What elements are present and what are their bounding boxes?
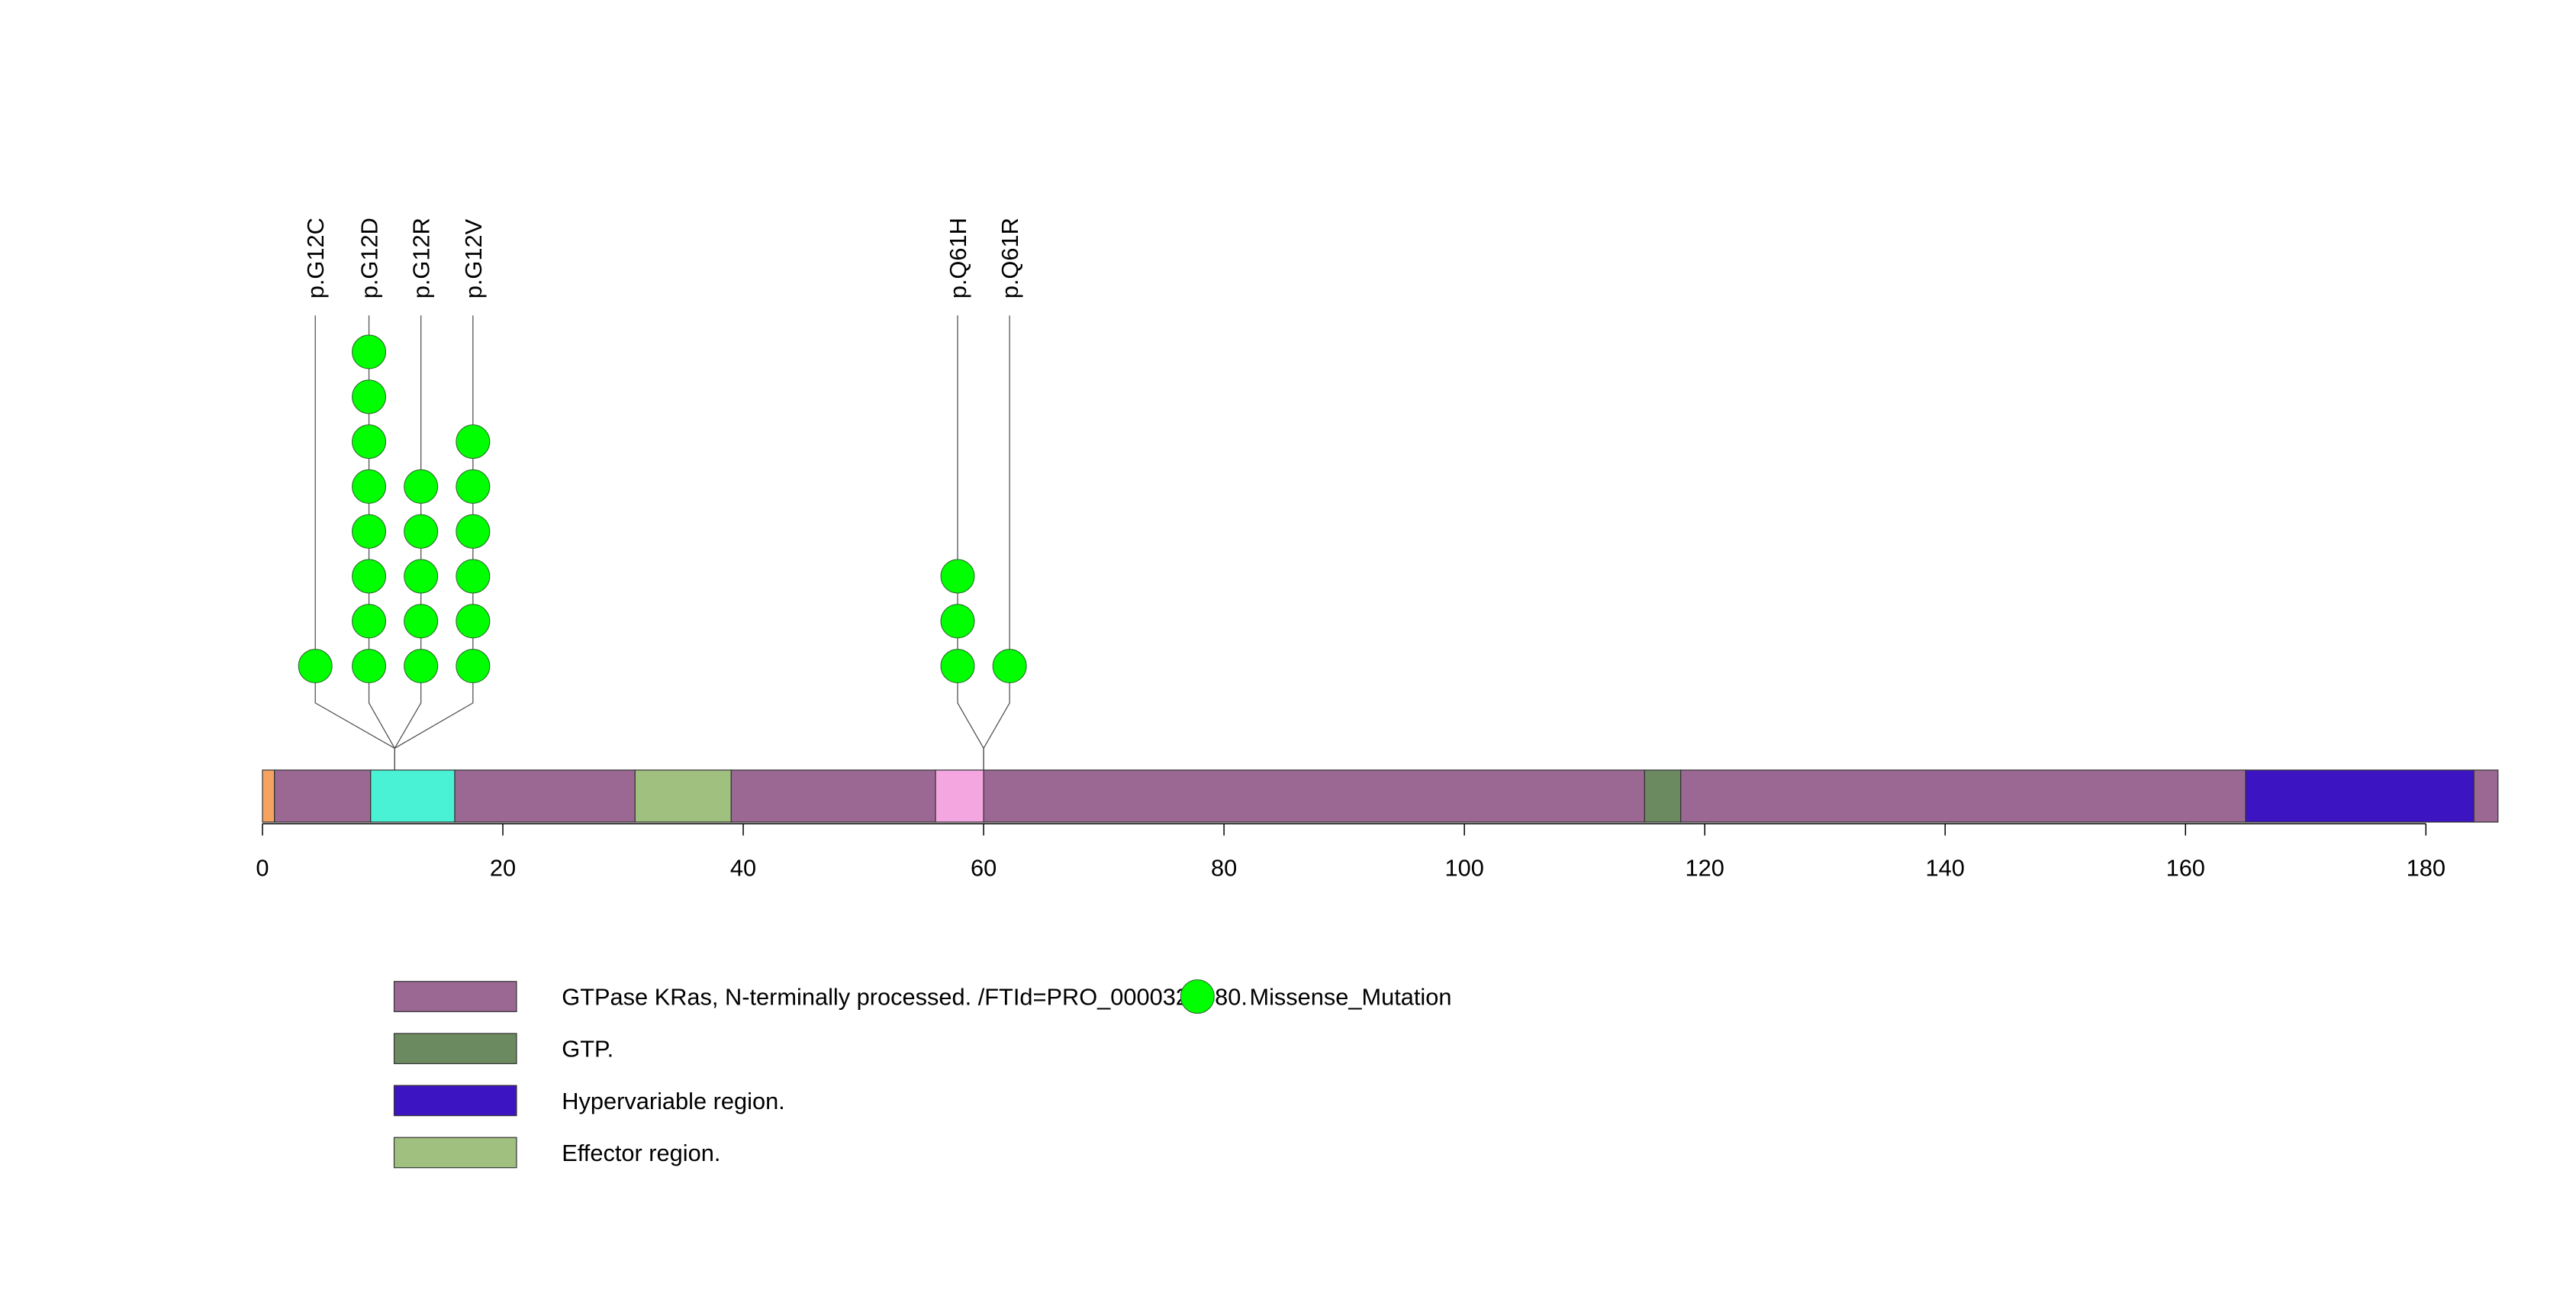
mutation-point — [456, 424, 491, 460]
x-tick-label: 100 — [1444, 854, 1483, 881]
x-tick-label: 180 — [2407, 854, 2446, 881]
mutation-point — [352, 514, 387, 549]
domain-segment — [935, 769, 984, 823]
legend: GTPase KRas, N-terminally processed. /FT… — [393, 979, 1452, 1169]
mutation-label: p.G12V — [460, 218, 487, 298]
legend-label: GTP. — [562, 1036, 613, 1063]
mutation-label: p.G12R — [408, 218, 435, 298]
mutation-labels: p.G12C p.G12D p.G12R p.G12V p.Q61H p.Q61R — [302, 218, 1023, 298]
mutation-point — [456, 604, 491, 639]
mutation-point — [940, 649, 975, 684]
x-tick-label: 20 — [490, 854, 516, 881]
x-axis: 0 20 40 60 80 100 120 140 160 180 — [256, 823, 2446, 881]
domain-segment — [1644, 769, 1682, 823]
legend-label: Effector region. — [562, 1140, 720, 1166]
mutation-point — [404, 514, 439, 549]
x-tick-label: 60 — [971, 854, 997, 881]
legend-mutation-marker — [1180, 979, 1215, 1014]
mutation-stem — [957, 315, 984, 770]
legend-swatch — [393, 1033, 517, 1065]
mutation-point — [992, 649, 1027, 684]
x-tick-label: 40 — [730, 854, 756, 881]
domain-segment — [2245, 769, 2475, 823]
mutation-stem — [983, 315, 1010, 770]
mutation-stem — [394, 315, 474, 770]
legend-swatch — [393, 1137, 517, 1169]
x-tick-label: 80 — [1211, 854, 1237, 881]
legend-swatch — [393, 1085, 517, 1117]
mutation-point — [940, 559, 975, 594]
legend-label: Hypervariable region. — [562, 1088, 784, 1114]
mutation-label: p.Q61H — [945, 218, 971, 298]
mutation-label: p.G12D — [356, 218, 383, 298]
mutation-stem — [314, 315, 395, 770]
legend-swatch — [393, 981, 517, 1012]
mutation-point — [456, 649, 491, 684]
mutation-point — [404, 604, 439, 639]
mutation-points — [298, 334, 1027, 684]
mutation-point — [404, 559, 439, 594]
mutation-point — [404, 649, 439, 684]
mutation-stems — [314, 315, 1010, 770]
mutation-point — [456, 514, 491, 549]
mutation-point — [352, 604, 387, 639]
x-tick-label: 140 — [1926, 854, 1965, 881]
mutation-point — [352, 559, 387, 594]
domain-segment — [274, 769, 372, 823]
mutation-point — [404, 469, 439, 504]
mutation-point — [352, 649, 387, 684]
mutation-point — [352, 334, 387, 369]
mutation-label: p.Q61R — [997, 218, 1023, 298]
mutation-point — [456, 469, 491, 504]
legend-label: GTPase KRas, N-terminally processed. /FT… — [562, 984, 1248, 1011]
domain-segment — [634, 769, 732, 823]
x-tick-label: 0 — [256, 854, 269, 881]
domain-segment — [454, 769, 636, 823]
domain-segment — [1680, 769, 2246, 823]
legend-mutation-label: Missense_Mutation — [1249, 984, 1451, 1011]
domain-segment — [983, 769, 1646, 823]
x-tick-label: 120 — [1686, 854, 1724, 881]
mutation-point — [298, 649, 333, 684]
protein-backbone — [262, 769, 2499, 823]
domain-segment — [370, 769, 456, 823]
x-tick-label: 160 — [2166, 854, 2205, 881]
domain-segment — [262, 769, 275, 823]
mutation-point — [940, 604, 975, 639]
mutation-label: p.G12C — [302, 218, 329, 298]
mutation-point — [352, 424, 387, 460]
mutation-point — [352, 469, 387, 504]
domain-segment — [730, 769, 936, 823]
domain-segment — [2473, 769, 2499, 823]
mutation-point — [456, 559, 491, 594]
mutation-point — [352, 379, 387, 414]
